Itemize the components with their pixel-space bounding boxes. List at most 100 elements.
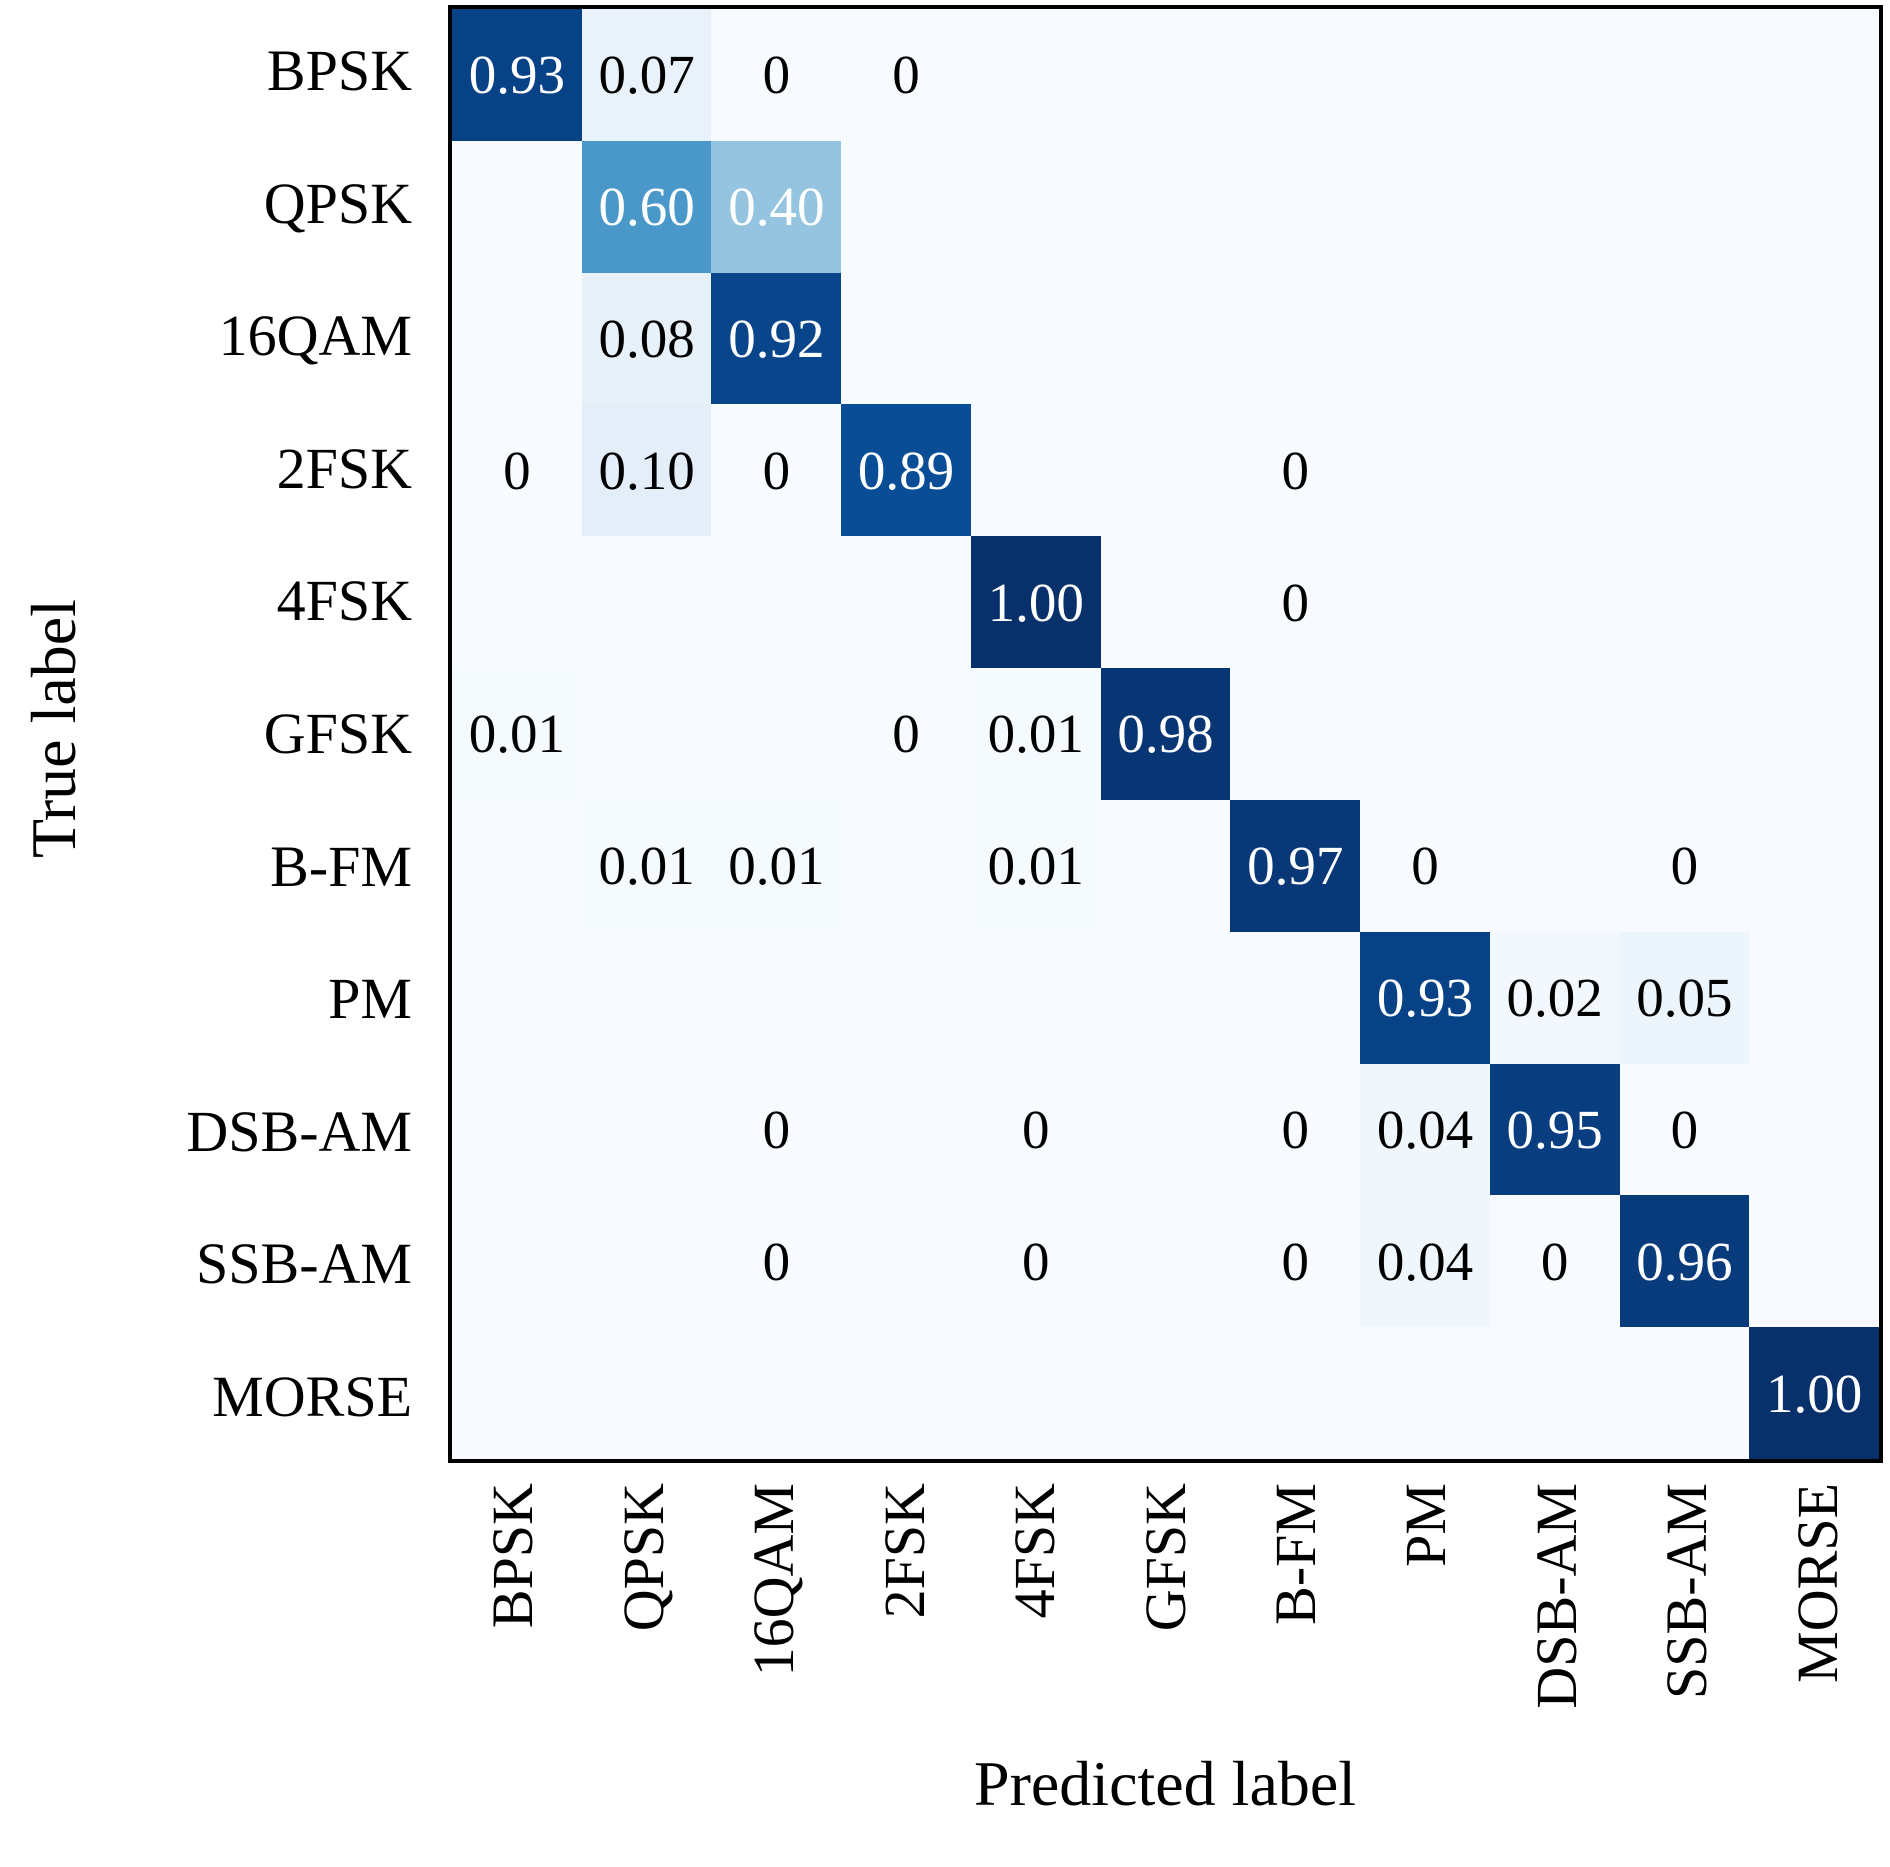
matrix-cell: [711, 1327, 842, 1459]
matrix-cell: 0.08: [581, 272, 712, 405]
matrix-cell: [1619, 668, 1750, 800]
y-tick-label: GFSK: [263, 701, 412, 766]
y-tick-label: PM: [328, 966, 412, 1032]
matrix-cell: [970, 272, 1101, 405]
matrix-cell: [1749, 931, 1879, 1064]
matrix-cell: [1749, 1063, 1879, 1196]
x-tick-label-text: 16QAM: [741, 1483, 807, 1677]
matrix-cell: 0: [841, 9, 971, 141]
matrix-cell: [841, 1063, 971, 1196]
matrix-cell: 0.02: [1489, 931, 1620, 1064]
matrix-cell: [970, 140, 1101, 273]
matrix-cell: [1230, 9, 1361, 141]
matrix-cell: [1489, 1327, 1620, 1459]
matrix-cell: [452, 1327, 582, 1459]
matrix-cell: [970, 404, 1101, 537]
x-tick-label: QPSK: [611, 1483, 676, 1641]
x-tick-label-text: GFSK: [1132, 1483, 1198, 1632]
matrix-cell: 0: [711, 9, 842, 141]
matrix-cell: [1100, 931, 1231, 1064]
matrix-cell: [1749, 536, 1879, 669]
matrix-cell: [1100, 9, 1231, 141]
x-tick-label-text: PM: [1393, 1483, 1459, 1567]
x-tick-label-text: 4FSK: [1002, 1483, 1068, 1619]
matrix-cell: 0.01: [452, 668, 582, 800]
y-tick-label: 2FSK: [276, 435, 412, 501]
x-axis-title-text: Predicted label: [973, 1748, 1357, 1819]
matrix-cell: [841, 1195, 971, 1328]
matrix-cell: [1360, 668, 1490, 800]
matrix-cell: 0: [1360, 799, 1490, 932]
matrix-cell: [1619, 404, 1750, 537]
matrix-cell: 0.92: [711, 272, 842, 405]
matrix-cell: [1360, 140, 1490, 273]
x-tick-label: 4FSK: [1002, 1483, 1068, 1628]
x-tick-label-text: 2FSK: [871, 1483, 937, 1619]
matrix-cell: 0: [1619, 799, 1750, 932]
matrix-cell: 0.97: [1230, 799, 1361, 932]
matrix-cell: [1489, 668, 1620, 800]
matrix-cell: [1489, 536, 1620, 669]
matrix-cell: [452, 799, 582, 932]
x-tick-label-text: DSB-AM: [1523, 1483, 1589, 1709]
matrix-cell: [1489, 140, 1620, 273]
matrix-cell: 0.07: [581, 9, 712, 141]
matrix-cell: [581, 1063, 712, 1196]
matrix-cell: [1489, 9, 1620, 141]
matrix-cell: 0.04: [1360, 1195, 1490, 1328]
matrix-cell: 0: [1489, 1195, 1620, 1328]
matrix-cell: [1489, 799, 1620, 932]
matrix-cell: 0: [711, 1195, 842, 1328]
matrix-cell: 0.01: [711, 799, 842, 932]
matrix-cell: [970, 931, 1101, 1064]
matrix-cell: 0.89: [841, 404, 971, 537]
matrix-cell: 0: [970, 1063, 1101, 1196]
matrix-cell: [1100, 799, 1231, 932]
y-tick-label: SSB-AM: [196, 1231, 412, 1297]
matrix-cell: 0.10: [581, 404, 712, 537]
matrix-cell: [970, 9, 1101, 141]
matrix-cell: [452, 1195, 582, 1328]
matrix-cell: 0: [841, 668, 971, 800]
matrix-cell: [581, 1327, 712, 1459]
matrix-cell: [452, 272, 582, 405]
matrix-cell: [841, 799, 971, 932]
matrix-cell: [1749, 799, 1879, 932]
matrix-cell: [1360, 1327, 1490, 1459]
x-tick-label: 2FSK: [871, 1483, 937, 1628]
matrix-cell: 0.01: [581, 799, 712, 932]
matrix-cell: [1619, 9, 1750, 141]
heatmap-grid: 0.93 0.07 0 0 0.60 0.40 0.08 0.92 0 0.10 0 0.89 0 1.0…: [448, 5, 1883, 1463]
matrix-cell: [1619, 1327, 1750, 1459]
x-tick-label: MORSE: [1785, 1483, 1850, 1693]
matrix-cell: [452, 140, 582, 273]
matrix-cell: [452, 1063, 582, 1196]
matrix-cell: 0.04: [1360, 1063, 1490, 1196]
matrix-cell: [841, 931, 971, 1064]
y-tick-label: BPSK: [266, 38, 412, 104]
matrix-cell: [581, 668, 712, 800]
matrix-cell: [1100, 1327, 1231, 1459]
matrix-cell: [581, 931, 712, 1064]
matrix-cell: 0.93: [452, 9, 582, 141]
matrix-cell: [970, 1327, 1101, 1459]
matrix-cell: [1360, 536, 1490, 669]
matrix-cell: [1749, 272, 1879, 405]
x-tick-label: B-FM: [1262, 1483, 1328, 1635]
matrix-cell: [1749, 404, 1879, 537]
matrix-cell: [1619, 536, 1750, 669]
matrix-cell: 1.00: [1749, 1327, 1879, 1459]
matrix-cell: 0.96: [1619, 1195, 1750, 1328]
y-tick-label: MORSE: [212, 1363, 412, 1429]
x-tick-label-text: B-FM: [1262, 1483, 1328, 1625]
matrix-cell: [1360, 9, 1490, 141]
matrix-cell: [1100, 1195, 1231, 1328]
matrix-cell: [1230, 1327, 1361, 1459]
matrix-cell: 0: [1230, 1195, 1361, 1328]
matrix-cell: 0: [1619, 1063, 1750, 1196]
matrix-cell: [1100, 1063, 1231, 1196]
matrix-cell: [841, 1327, 971, 1459]
matrix-cell: 0: [452, 404, 582, 537]
x-tick-label: PM: [1393, 1483, 1459, 1577]
matrix-cell: [1230, 272, 1361, 405]
